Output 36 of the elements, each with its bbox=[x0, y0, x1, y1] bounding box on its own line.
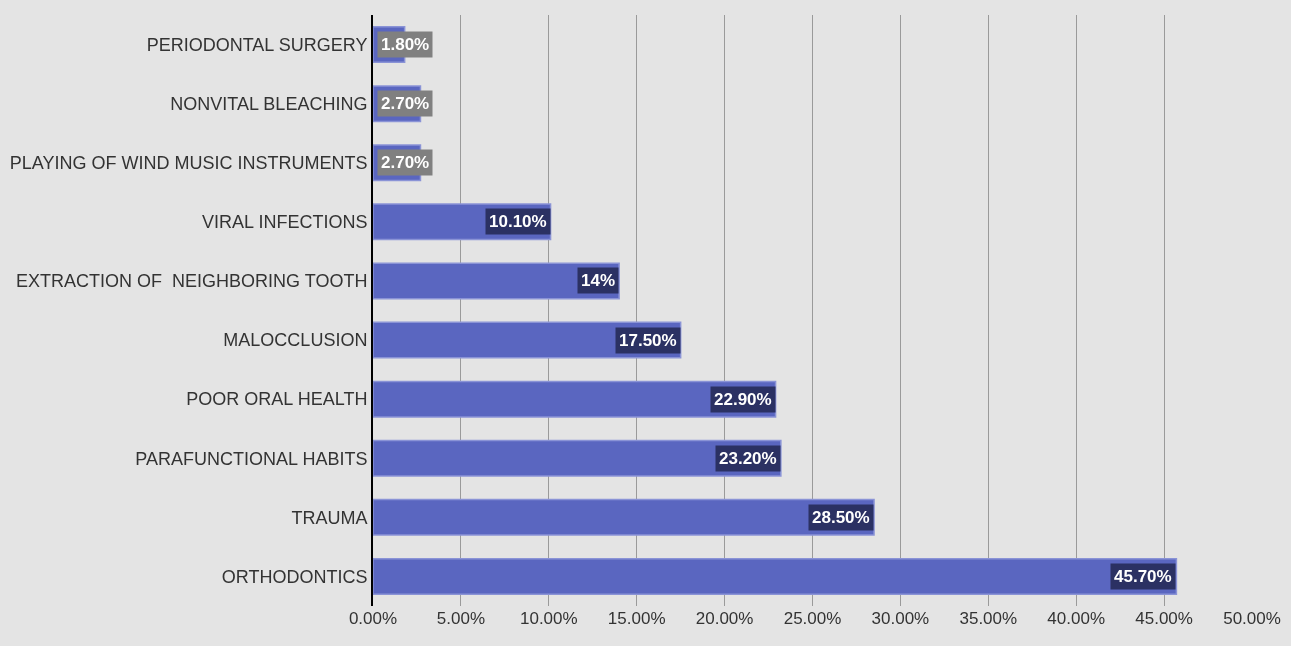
x-tick-label: 40.00% bbox=[1047, 609, 1106, 628]
data-label: 2.70% bbox=[381, 94, 430, 113]
bar bbox=[373, 439, 782, 477]
data-label: 23.20% bbox=[719, 449, 777, 468]
y-tick-label: PARAFUNCTIONAL HABITS bbox=[135, 448, 368, 469]
x-tick-label: 50.00% bbox=[1223, 609, 1281, 628]
y-tick-label: POOR ORAL HEALTH bbox=[186, 389, 368, 410]
x-tick-label: 20.00% bbox=[695, 609, 754, 628]
y-tick-label: PERIODONTAL SURGERY bbox=[146, 34, 368, 55]
y-tick-label: EXTRACTION OF NEIGHBORING TOOTH bbox=[16, 271, 368, 292]
y-tick-label: PLAYING OF WIND MUSIC INSTRUMENTS bbox=[9, 153, 368, 174]
y-tick-label: VIRAL INFECTIONS bbox=[202, 212, 368, 233]
x-tick-label: 35.00% bbox=[959, 609, 1018, 628]
bar bbox=[373, 380, 777, 418]
data-label: 2.70% bbox=[381, 153, 430, 172]
bar bbox=[373, 262, 620, 300]
bar bbox=[373, 557, 1178, 595]
y-tick-label: TRAUMA bbox=[291, 507, 368, 528]
data-label: 14% bbox=[581, 271, 616, 290]
x-tick-label: 0.00% bbox=[348, 609, 398, 628]
data-label: 45.70% bbox=[1114, 567, 1172, 586]
data-label: 22.90% bbox=[714, 390, 772, 409]
x-tick-label: 15.00% bbox=[607, 609, 666, 628]
x-tick-label: 5.00% bbox=[436, 609, 485, 628]
data-label: 1.80% bbox=[381, 35, 430, 54]
x-tick-label: 45.00% bbox=[1135, 609, 1193, 628]
data-label: 28.50% bbox=[812, 508, 870, 527]
x-tick-label: 10.00% bbox=[519, 609, 578, 628]
data-label: 17.50% bbox=[619, 331, 677, 350]
y-tick-label: NONVITAL BLEACHING bbox=[170, 93, 368, 114]
x-tick-label: 25.00% bbox=[783, 609, 842, 628]
data-label: 10.10% bbox=[489, 212, 547, 231]
y-tick-label: MALOCCLUSION bbox=[223, 330, 368, 351]
x-tick-label: 30.00% bbox=[871, 609, 930, 628]
bar bbox=[373, 498, 875, 536]
y-tick-label: ORTHODONTICS bbox=[221, 566, 368, 587]
